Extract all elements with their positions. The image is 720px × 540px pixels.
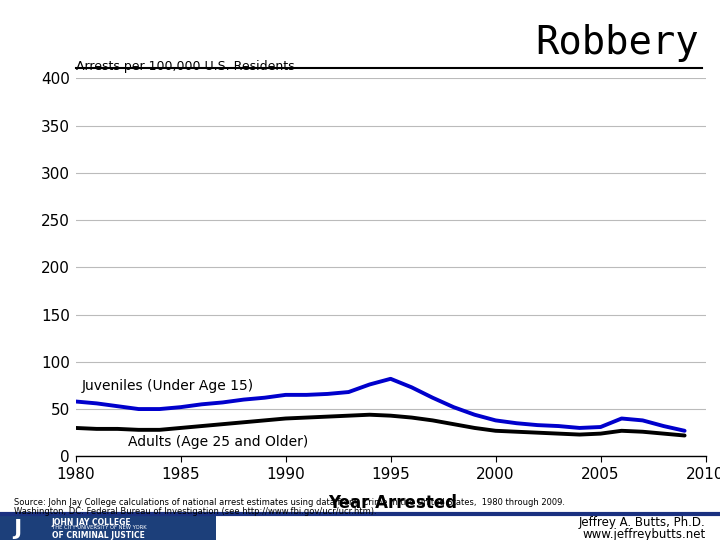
Text: OF CRIMINAL JUSTICE: OF CRIMINAL JUSTICE bbox=[52, 531, 145, 540]
Text: THE CITY UNIVERSITY OF NEW YORK: THE CITY UNIVERSITY OF NEW YORK bbox=[52, 525, 146, 530]
Text: Robbery: Robbery bbox=[535, 24, 698, 62]
Text: Jeffrey A. Butts, Ph.D.: Jeffrey A. Butts, Ph.D. bbox=[579, 516, 706, 529]
Text: Year Arrested: Year Arrested bbox=[328, 494, 457, 512]
Text: JOHN JAY COLLEGE: JOHN JAY COLLEGE bbox=[52, 518, 132, 528]
Text: Arrests per 100,000 U.S. Residents: Arrests per 100,000 U.S. Residents bbox=[76, 60, 294, 73]
Text: Adults (Age 25 and Older): Adults (Age 25 and Older) bbox=[128, 435, 308, 449]
Text: www.jeffreybutts.net: www.jeffreybutts.net bbox=[582, 528, 706, 540]
Text: Washington, DC: Federal Bureau of Investigation (see http://www.fbi.gov/ucr/ucr.: Washington, DC: Federal Bureau of Invest… bbox=[14, 507, 377, 516]
Text: Juveniles (Under Age 15): Juveniles (Under Age 15) bbox=[82, 379, 254, 393]
Text: Source: John Jay College calculations of national arrest estimates using data fr: Source: John Jay College calculations of… bbox=[14, 498, 565, 508]
Text: J: J bbox=[13, 519, 21, 539]
